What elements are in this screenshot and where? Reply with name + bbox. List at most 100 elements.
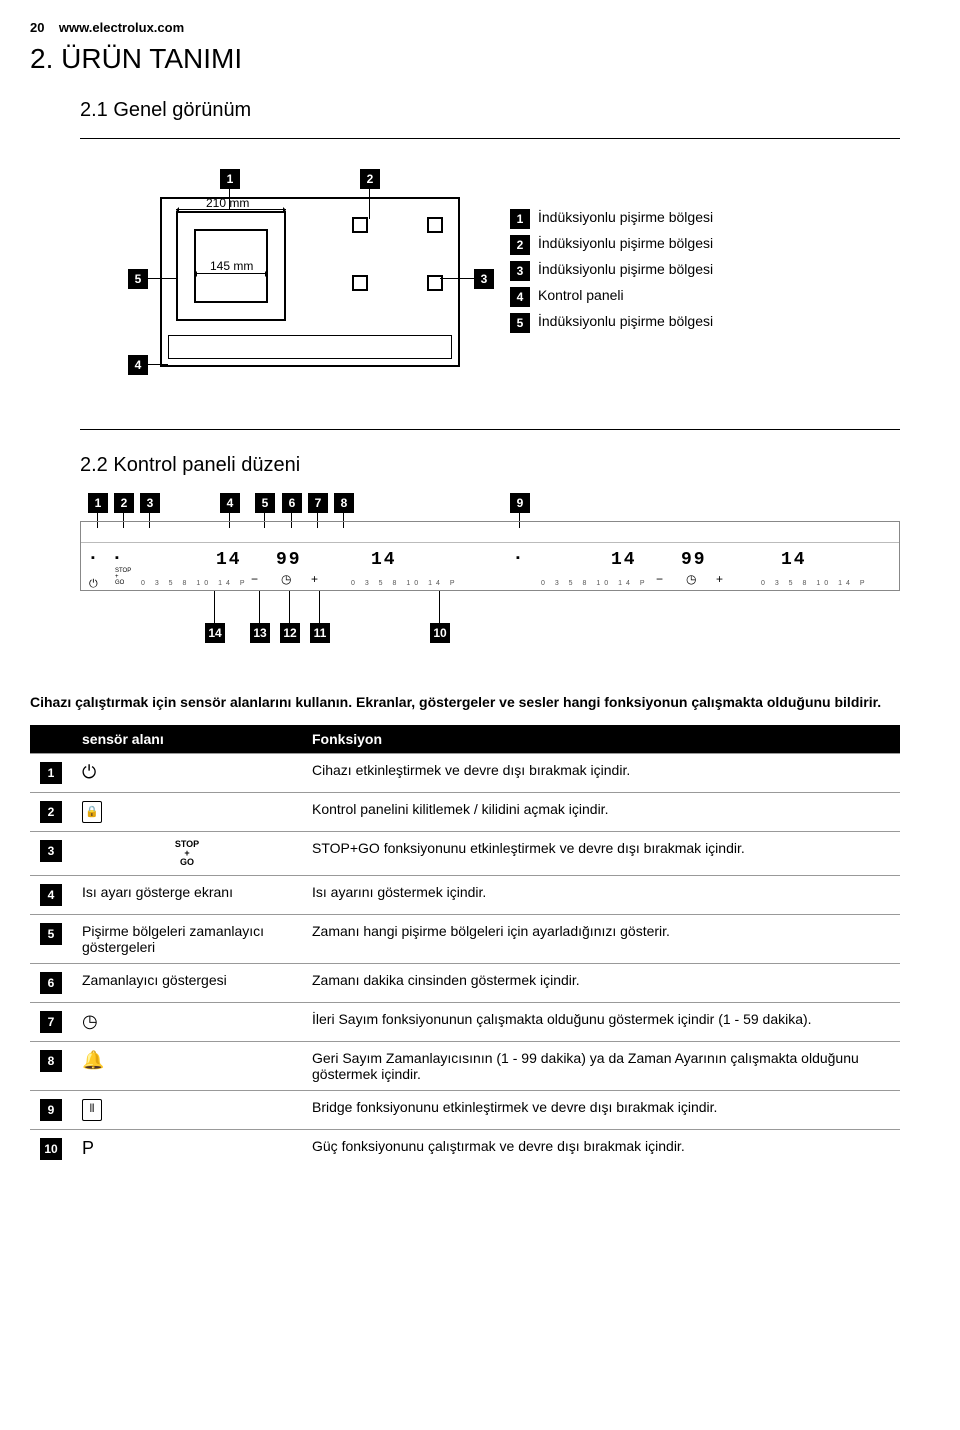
- power-icon: ⏻: [82, 762, 96, 783]
- clock-icon: ◷: [686, 572, 696, 586]
- function-text: Geri Sayım Zamanlayıcısının (1 - 99 daki…: [302, 1041, 900, 1090]
- divider: [80, 429, 900, 430]
- bell-icon: 🔔: [82, 1050, 104, 1071]
- dim-arrow-1: [176, 209, 286, 210]
- row-number: 6: [40, 972, 62, 994]
- seg-display: 14: [611, 550, 637, 570]
- function-text: Bridge fonksiyonunu etkinleştirmek ve de…: [302, 1090, 900, 1129]
- row-number: 7: [40, 1011, 62, 1033]
- p-callout: 1: [88, 493, 108, 513]
- p-callout: 5: [255, 493, 275, 513]
- zone-rt: [352, 217, 368, 233]
- seg-display: 99: [681, 550, 707, 570]
- row-number: 5: [40, 923, 62, 945]
- row-number: 3: [40, 840, 62, 862]
- callout-line: [259, 591, 260, 623]
- sensor-area-cell: 🔒: [72, 792, 302, 831]
- dot-icon: ▪: [516, 552, 520, 564]
- divider: [80, 138, 900, 139]
- legend-text: İndüksiyonlu pişirme bölgesi: [538, 261, 713, 277]
- sensor-area-cell: ⏻: [72, 753, 302, 792]
- zone-rt2: [427, 217, 443, 233]
- header-url: www.electrolux.com: [59, 20, 184, 35]
- callout-line: [289, 591, 290, 623]
- p-callout: 14: [205, 623, 225, 643]
- stopgo-icon: STOP+GO: [115, 568, 131, 586]
- minus-icon: −: [656, 572, 663, 586]
- lock-icon: 🔒: [82, 801, 102, 823]
- minus-icon: −: [251, 572, 258, 586]
- lock-icon: ▪: [91, 552, 95, 564]
- sensor-area-cell: P: [72, 1129, 302, 1168]
- callout-line: [214, 591, 215, 623]
- control-panel-strip: [168, 335, 452, 359]
- callout-2: 2: [360, 169, 380, 189]
- sensor-area-cell: Pişirme bölgeleri zamanlayıcı göstergele…: [72, 914, 302, 963]
- p-callout: 9: [510, 493, 530, 513]
- legend-text: İndüksiyonlu pişirme bölgesi: [538, 313, 713, 329]
- table-row: 8 🔔 Geri Sayım Zamanlayıcısının (1 - 99 da…: [30, 1041, 900, 1090]
- callout-line: [369, 189, 370, 219]
- table-row: 5 Pişirme bölgeleri zamanlayıcı göstergel…: [30, 914, 900, 963]
- function-text: Zamanı hangi pişirme bölgeleri için ayar…: [302, 914, 900, 963]
- section-2-1-title: 2.1 Genel görünüm: [30, 99, 900, 122]
- slider-ticks: 0 3 5 8 10 14 P: [141, 580, 248, 587]
- sensor-area-cell: 🔔: [72, 1041, 302, 1090]
- table-row: 2🔒Kontrol panelini kilitlemek / kilidini…: [30, 792, 900, 831]
- slider-ticks: 0 3 5 8 10 14 P: [761, 580, 868, 587]
- callout-line: [439, 591, 440, 623]
- p-callout: 7: [308, 493, 328, 513]
- legend-row: 5İndüksiyonlu pişirme bölgesi: [510, 313, 713, 333]
- p-callout: 8: [334, 493, 354, 513]
- seg-display: 99: [276, 550, 302, 570]
- seg-display: 14: [216, 550, 242, 570]
- sensor-area-cell: ◷: [72, 1002, 302, 1041]
- page-title: 2. ÜRÜN TANIMI: [30, 43, 900, 75]
- function-text: Zamanı dakika cinsinden göstermek içindi…: [302, 963, 900, 1002]
- callout-line: [148, 364, 168, 365]
- p-callout: 3: [140, 493, 160, 513]
- p-callout: 13: [250, 623, 270, 643]
- row-number: 10: [40, 1138, 62, 1160]
- overview-legend: 1İndüksiyonlu pişirme bölgesi 2İndüksiyo…: [510, 209, 713, 339]
- p-callout: 10: [430, 623, 450, 643]
- function-text: Isı ayarını göstermek içindir.: [302, 875, 900, 914]
- callout-line: [148, 278, 178, 279]
- callout-line: [440, 278, 474, 279]
- p-callout: 6: [282, 493, 302, 513]
- th-function: Fonksiyon: [302, 725, 900, 754]
- legend-row: 3İndüksiyonlu pişirme bölgesi: [510, 261, 713, 281]
- p-icon: P: [82, 1138, 94, 1159]
- function-text: Güç fonksiyonunu çalıştırmak ve devre dı…: [302, 1129, 900, 1168]
- page-number: 20: [30, 20, 44, 35]
- plus-icon: +: [311, 572, 318, 586]
- p-callout: 2: [114, 493, 134, 513]
- legend-row: 4Kontrol paneli: [510, 287, 713, 307]
- cooktop-outline: 210 mm 145 mm: [160, 197, 460, 367]
- dim-210: 210 mm: [206, 196, 249, 210]
- overview-diagram: 210 mm 145 mm 1 2 3 4 5 1İndüksiyonlu pi…: [90, 169, 900, 399]
- table-row: 6 Zamanlayıcı göstergesiZamanı dakika cin…: [30, 963, 900, 1002]
- sensor-area-cell: Zamanlayıcı göstergesi: [72, 963, 302, 1002]
- table-row: 1⏻Cihazı etkinleştirmek ve devre dışı bı…: [30, 753, 900, 792]
- dot-icon: ▪: [115, 552, 119, 564]
- dim-145: 145 mm: [210, 259, 253, 273]
- callout-3: 3: [474, 269, 494, 289]
- stopgo-icon: STOP+GO: [82, 840, 292, 867]
- zone-rm: [352, 275, 368, 291]
- p-callout: 4: [220, 493, 240, 513]
- table-row: 4Isı ayarı gösterge ekranıIsı ayarını gö…: [30, 875, 900, 914]
- callout-1: 1: [220, 169, 240, 189]
- p-callout: 12: [280, 623, 300, 643]
- page-header: 20 www.electrolux.com: [30, 20, 900, 35]
- row-number: 4: [40, 884, 62, 906]
- th-sensor: sensör alanı: [72, 725, 302, 754]
- bridge-icon: ⦀: [82, 1099, 102, 1121]
- seg-display: 14: [781, 550, 807, 570]
- legend-row: 1İndüksiyonlu pişirme bölgesi: [510, 209, 713, 229]
- legend-row: 2İndüksiyonlu pişirme bölgesi: [510, 235, 713, 255]
- row-number: 8: [40, 1050, 62, 1072]
- table-row: 3STOP+GOSTOP+GO fonksiyonunu etkinleştir…: [30, 831, 900, 875]
- instruction-text: Cihazı çalıştırmak için sensör alanların…: [30, 693, 900, 713]
- th-blank: [30, 725, 72, 754]
